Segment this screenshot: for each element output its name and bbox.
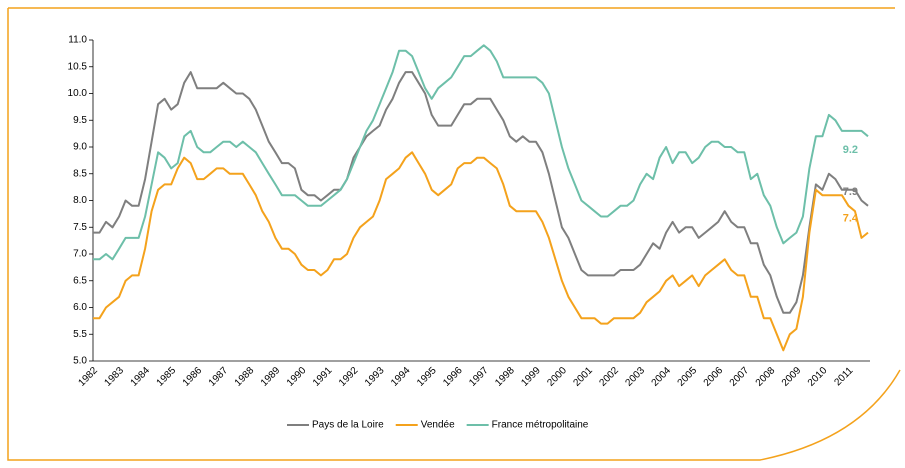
y-tick-label: 11.0 — [68, 35, 87, 46]
x-tick-label: 2004 — [650, 365, 674, 389]
frame — [7, 7, 901, 461]
y-tick-label: 10.5 — [68, 61, 88, 72]
series-line — [93, 71, 869, 314]
x-tick-label: 2008 — [754, 365, 778, 389]
y-tick-label: 7.5 — [73, 222, 87, 233]
y-tick-label: 5.5 — [73, 329, 87, 340]
x-tick-label: 1997 — [467, 365, 491, 389]
x-tick-label: 2002 — [597, 365, 621, 389]
x-tick-label: 2007 — [728, 365, 752, 389]
y-tick-label: 5.0 — [73, 356, 87, 367]
x-tick-label: 1988 — [233, 365, 257, 389]
y-tick-label: 10.0 — [68, 88, 88, 99]
x-tick-label: 1983 — [103, 365, 127, 389]
x-tick-label: 2009 — [780, 365, 804, 389]
x-tick-label: 1990 — [285, 365, 309, 389]
y-tick-label: 7.0 — [73, 249, 87, 260]
end-label: 7.4 — [843, 213, 859, 225]
x-tick-label: 1992 — [337, 365, 361, 389]
x-tick-label: 2006 — [702, 365, 726, 389]
x-tick-label: 2010 — [806, 365, 830, 389]
x-tick-label: 2011 — [832, 365, 855, 388]
end-label: 9.2 — [843, 144, 858, 156]
x-tick-label: 1998 — [493, 365, 517, 389]
series-line — [93, 44, 869, 261]
x-tick-label: 1986 — [181, 365, 205, 389]
y-tick-label: 6.0 — [73, 302, 87, 313]
x-tick-label: 2003 — [624, 365, 648, 389]
x-tick-label: 1982 — [76, 365, 100, 389]
x-tick-label: 1996 — [441, 365, 465, 389]
x-tick-label: 1985 — [155, 365, 179, 389]
x-tick-label: 2005 — [676, 365, 700, 389]
x-tick-label: 1984 — [129, 365, 153, 389]
legend-label: Pays de la Loire — [312, 420, 384, 431]
x-tick-label: 1994 — [389, 365, 413, 389]
y-tick-label: 8.0 — [73, 195, 87, 206]
series-line — [93, 151, 869, 352]
x-tick-label: 1989 — [259, 365, 283, 389]
legend-label: Vendée — [421, 420, 455, 431]
x-tick-label: 1995 — [415, 365, 439, 389]
x-tick-label: 2000 — [545, 365, 569, 389]
x-tick-label: 1991 — [311, 365, 335, 389]
x-tick-label: 1987 — [207, 365, 231, 389]
y-tick-label: 8.5 — [73, 168, 87, 179]
y-tick-label: 6.5 — [73, 275, 87, 286]
y-tick-label: 9.0 — [73, 142, 87, 153]
x-tick-label: 1999 — [519, 365, 543, 389]
end-label: 7.9 — [843, 186, 858, 198]
y-tick-label: 9.5 — [73, 115, 87, 126]
legend-label: France métropolitaine — [492, 420, 589, 431]
x-tick-label: 1993 — [363, 365, 387, 389]
x-tick-label: 2001 — [571, 365, 595, 389]
